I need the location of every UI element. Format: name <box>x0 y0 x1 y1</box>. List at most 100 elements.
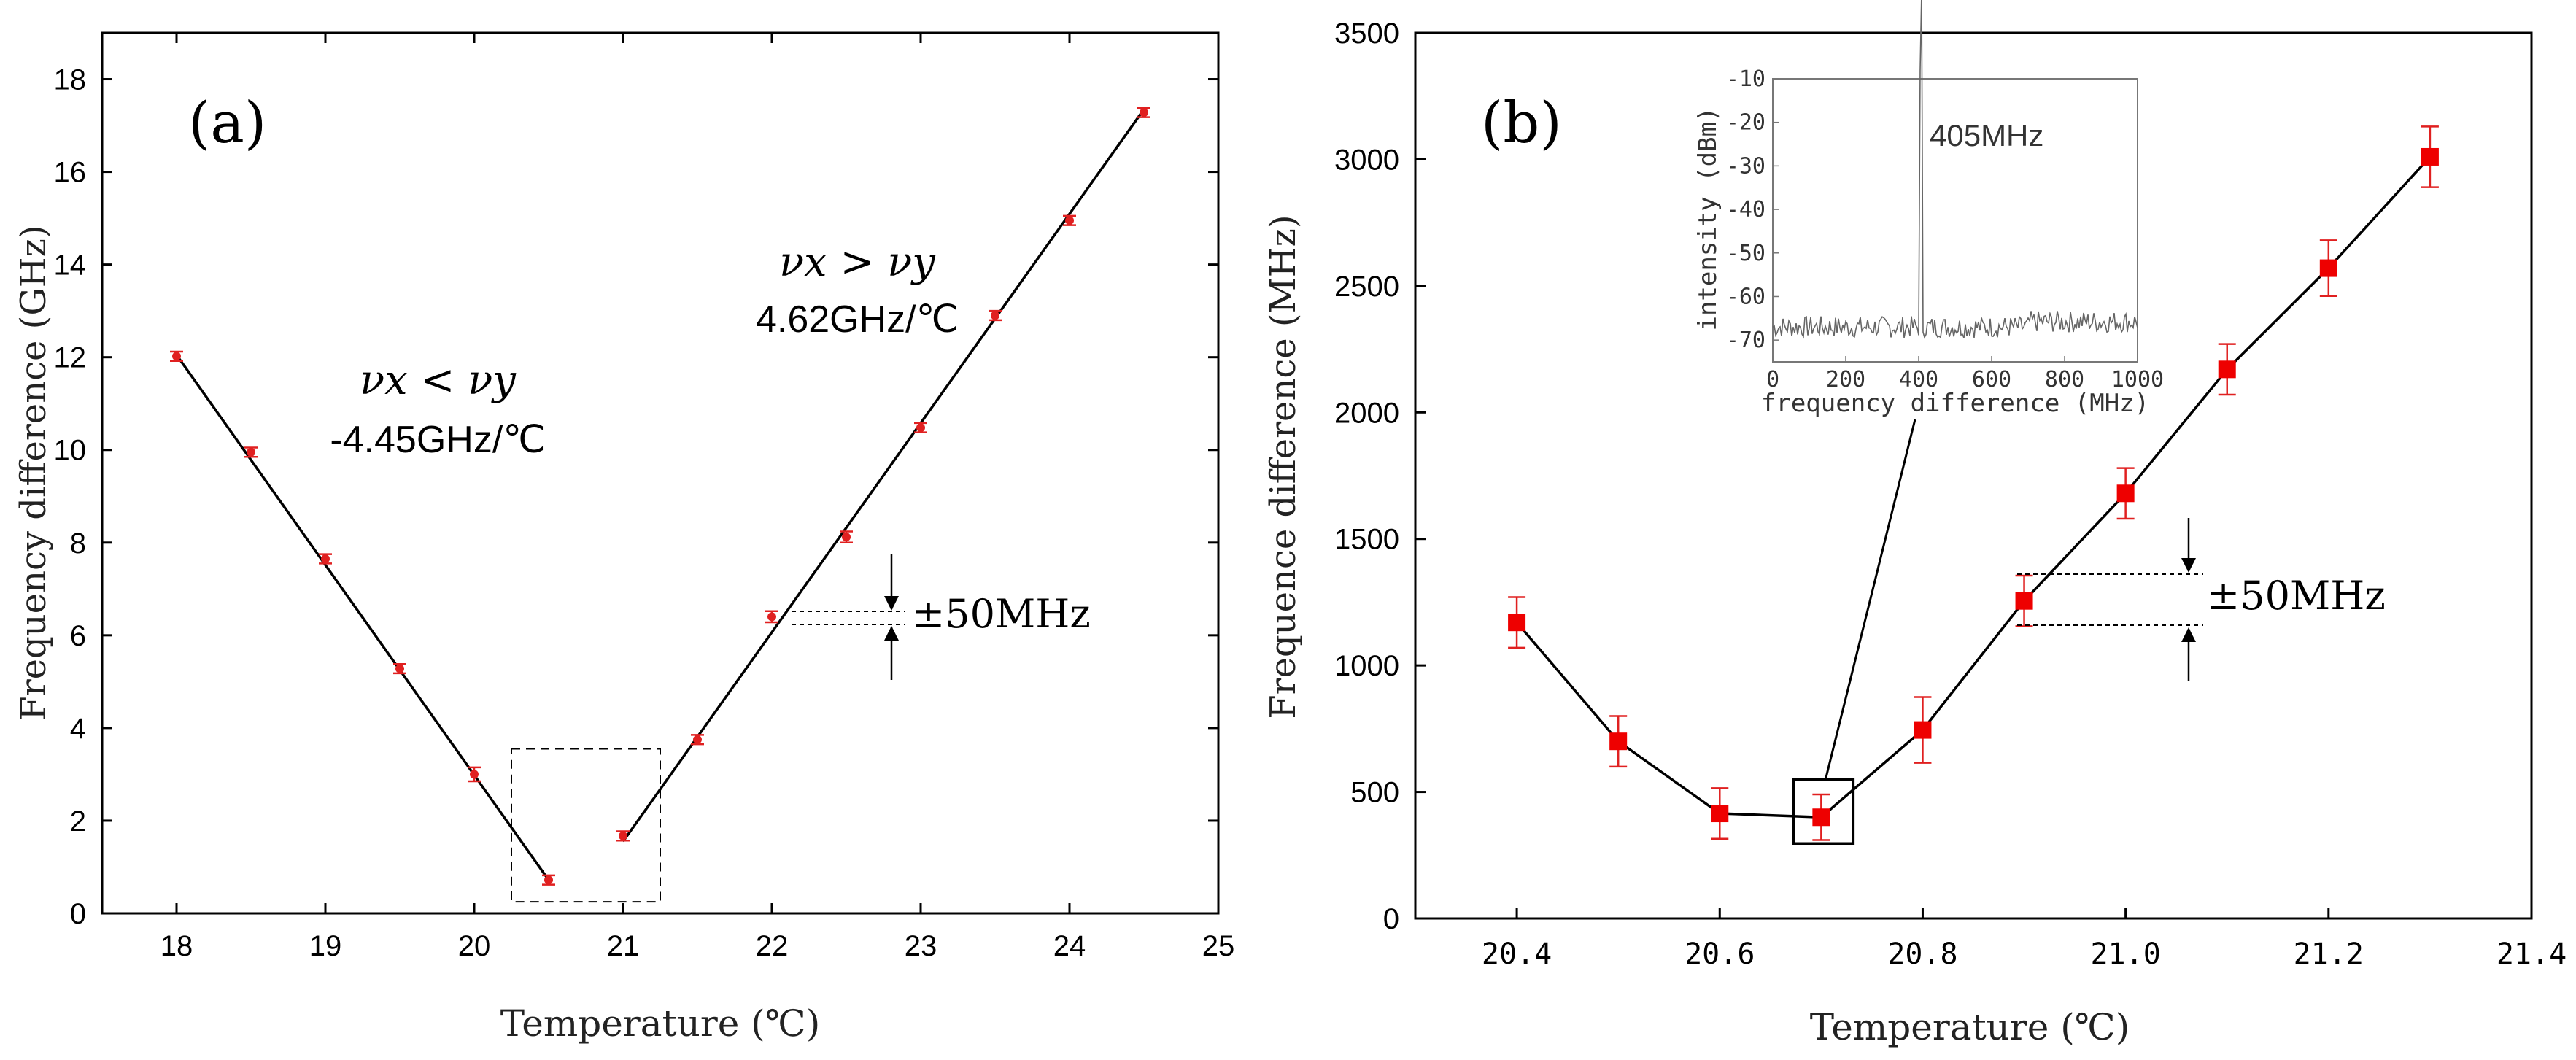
y-tick-label-a: 18 <box>54 64 87 96</box>
y-axis-label-a: Frequency difference (GHz) <box>13 225 54 720</box>
inset-x-ticks: 0 200 400 600 800 1000 <box>1766 356 2164 392</box>
inset-y-tick-label: -60 <box>1726 284 1765 309</box>
x-axis-label-a: Temperature (℃) <box>500 1002 820 1045</box>
data-point-b <box>2218 360 2236 379</box>
x-tick-label-a: 20 <box>458 930 491 962</box>
inset-y-tick-label: -20 <box>1726 110 1765 136</box>
x-tick-label-a: 18 <box>160 930 193 962</box>
x-tick-label-b: 21.4 <box>2496 937 2567 971</box>
x-tick-label-b: 21.0 <box>2090 937 2160 971</box>
tolerance-label-a: ±50MHz <box>912 591 1091 637</box>
tolerance-marker-b: ±50MHz <box>2017 518 2386 681</box>
inset-x-tick-label: 400 <box>1899 367 1938 392</box>
inset-y-tick-label: -40 <box>1726 197 1765 223</box>
y-ticks-b: 0 500 1000 1500 2000 2500 3000 3500 <box>1334 18 1426 935</box>
inset-x-tick-label: 600 <box>1972 367 2011 392</box>
inset-connector-line <box>1824 419 1916 780</box>
y-tick-label-a: 14 <box>54 249 87 282</box>
data-point-a-1 <box>395 664 404 673</box>
data-point-b <box>2421 147 2439 166</box>
y-tick-label-b: 2500 <box>1334 271 1399 303</box>
data-point-a-2 <box>767 612 776 622</box>
y-tick-label-b: 3500 <box>1334 18 1399 50</box>
highlight-box-a <box>511 748 661 903</box>
inset-y-tick-label: -30 <box>1726 153 1765 179</box>
data-point-a-2 <box>693 735 702 744</box>
left-slope-label: -4.45GHz/℃ <box>330 419 545 461</box>
inset-y-ticks: -10 -20 -30 -40 -50 -60 -70 <box>1726 66 1779 353</box>
x-tick-label-a: 19 <box>309 930 342 962</box>
panel-label-a: (a) <box>188 90 266 156</box>
plot-frame-b <box>1414 31 2533 920</box>
x-tick-label-a: 23 <box>905 930 937 962</box>
data-point-a-2 <box>842 533 851 542</box>
x-axis-label-b: Temperature (℃) <box>1810 1006 2130 1048</box>
y-tick-label-a: 10 <box>54 435 87 467</box>
data-point-a-2 <box>916 423 925 433</box>
data-point-b <box>2116 484 2135 503</box>
y-tick-label-a: 4 <box>70 713 86 745</box>
inset-x-tick-label: 0 <box>1766 367 1779 392</box>
y-ticks-a: 0 2 4 6 8 10 12 14 16 18 <box>54 64 1218 930</box>
y-tick-label-a: 8 <box>70 527 86 560</box>
y-tick-label-a: 16 <box>54 157 87 189</box>
y-tick-label-b: 0 <box>1383 903 1399 935</box>
inset-x-tick-label: 1000 <box>2111 367 2164 392</box>
inset-frame <box>1772 78 2138 363</box>
y-tick-label-b: 1500 <box>1334 524 1399 556</box>
y-tick-label-a: 6 <box>70 620 86 652</box>
data-point-a-2 <box>619 831 627 840</box>
x-tick-label-a: 22 <box>756 930 789 962</box>
data-point-b <box>1914 721 1932 739</box>
tolerance-label-b: ±50MHz <box>2207 573 2386 619</box>
data-point-a-1 <box>321 554 330 564</box>
inset-x-tick-label: 200 <box>1826 367 1865 392</box>
x-tick-label-b: 20.6 <box>1685 937 1755 971</box>
data-point-b <box>2015 592 2033 610</box>
data-point-a-1 <box>247 447 255 457</box>
right-relation-label: νx > νy <box>779 239 936 286</box>
inset-x-label: frequency difference (MHz) <box>1761 389 2149 418</box>
y-tick-label-a: 0 <box>70 898 86 930</box>
fit-line-a-1 <box>175 354 550 881</box>
fit-lines-a <box>175 108 1145 881</box>
inset-spectrum: -10-20-30-40-50-60-70 0 200 400 600 800 1000 … <box>1693 0 2164 418</box>
x-tick-label-b: 21.2 <box>2294 937 2364 971</box>
data-point-b <box>2319 259 2337 277</box>
plot-frame-a <box>101 31 1220 915</box>
tolerance-marker-a: ±50MHz <box>792 554 1091 680</box>
data-point-b <box>1508 614 1526 632</box>
x-tick-label-a: 24 <box>1053 930 1086 962</box>
fit-line-a-2 <box>622 108 1145 843</box>
data-point-a-1 <box>172 352 181 361</box>
data-point-b <box>1711 805 1729 823</box>
inset-x-tick-label: 800 <box>2045 367 2084 392</box>
data-point-a-1 <box>544 875 553 885</box>
x-tick-label-a: 25 <box>1202 930 1235 962</box>
data-point-a-1 <box>470 770 479 779</box>
y-tick-label-b: 1000 <box>1334 650 1399 682</box>
highlight-point-box-b <box>1792 778 1855 846</box>
data-point-a-2 <box>1140 108 1148 117</box>
inset-y-tick-label: -10 <box>1726 66 1765 92</box>
y-tick-label-b: 3000 <box>1334 144 1399 176</box>
x-ticks-b: 20.4 20.6 20.8 21.0 21.2 21.4 <box>1482 908 2567 971</box>
data-point-b <box>1609 732 1628 751</box>
x-tick-label-b: 20.4 <box>1482 937 1552 971</box>
right-slope-label: 4.62GHz/℃ <box>756 298 959 341</box>
inset-peak-label: 405MHz <box>1930 118 2043 152</box>
y-tick-label-b: 500 <box>1350 777 1399 809</box>
inset-y-tick-label: -50 <box>1726 241 1765 266</box>
x-tick-label-b: 20.8 <box>1887 937 1957 971</box>
data-point-b <box>1812 808 1830 827</box>
y-tick-label-b: 2000 <box>1334 397 1399 429</box>
inset-y-label: intensity (dBm) <box>1693 107 1722 330</box>
left-relation-label: νx < νy <box>360 357 517 404</box>
y-axis-label-b: Frequence difference (MHz) <box>1263 214 1304 719</box>
y-tick-label-a: 2 <box>70 805 86 837</box>
data-point-a-2 <box>991 311 999 320</box>
data-points-a <box>170 107 1150 886</box>
